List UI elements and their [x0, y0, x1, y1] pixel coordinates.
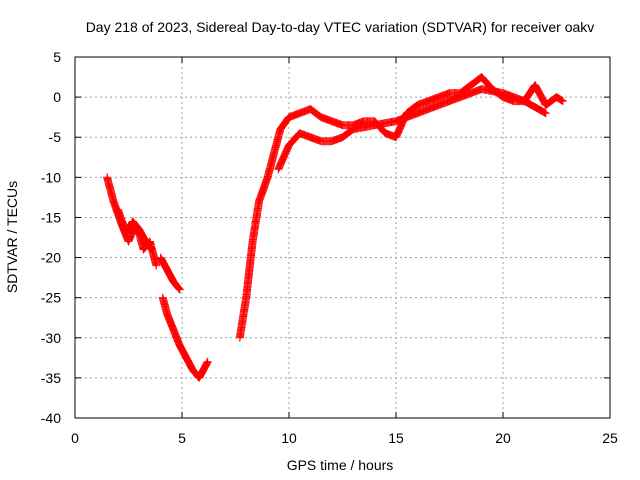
y-axis: 5 0 -5 -10 -15 -20 -25 -30 -35 -40 [41, 49, 610, 426]
x-tick-label: 5 [178, 430, 186, 446]
y-tick-label: 0 [53, 89, 61, 105]
y-tick-label: -20 [41, 250, 61, 266]
data-points [156, 253, 184, 294]
y-tick-label: -5 [49, 129, 62, 145]
series-track-c [156, 253, 184, 294]
x-axis: 0 5 10 15 20 25 [71, 57, 618, 446]
y-tick-label: 5 [53, 49, 61, 65]
y-tick-label: -35 [41, 370, 61, 386]
x-tick-label: 10 [281, 430, 297, 446]
series-track-d [158, 293, 212, 382]
y-axis-label: SDTVAR / TECUs [4, 181, 20, 293]
x-tick-label: 15 [388, 430, 404, 446]
y-tick-label: -30 [41, 330, 61, 346]
data-points [158, 293, 212, 382]
data-layer [103, 73, 567, 382]
chart-title: Day 218 of 2023, Sidereal Day-to-day VTE… [86, 19, 595, 35]
plot-frame [74, 56, 611, 419]
series-track-b [113, 205, 156, 254]
data-points [113, 205, 156, 254]
y-tick-label: -10 [41, 169, 61, 185]
x-tick-label: 0 [71, 430, 79, 446]
y-tick-label: -25 [41, 290, 61, 306]
x-axis-label: GPS time / hours [287, 457, 394, 473]
data-points [274, 85, 550, 174]
y-tick-label: -15 [41, 209, 61, 225]
x-tick-label: 25 [602, 430, 618, 446]
x-tick-label: 20 [495, 430, 511, 446]
y-tick-label: -40 [41, 410, 61, 426]
series-track-f [274, 85, 550, 174]
